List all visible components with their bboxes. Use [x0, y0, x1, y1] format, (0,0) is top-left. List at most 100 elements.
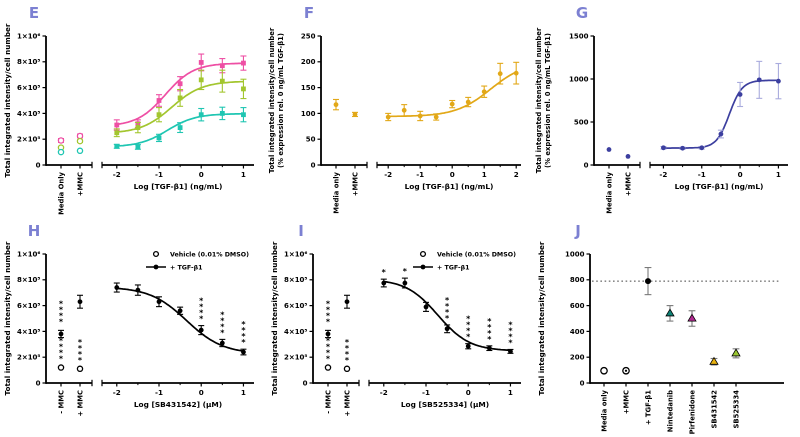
significance-star: *	[345, 344, 350, 353]
category-points: ************	[324, 294, 351, 373]
triangle-marker	[665, 308, 675, 317]
panel-E: E Total integrated intensity/cell number 0…	[0, 0, 267, 218]
square-marker	[241, 86, 246, 92]
y-axis: 0 2×10⁵ 4×10⁵ 6×10⁵ 8×10⁵ 1×10⁶	[17, 250, 47, 387]
filled-circle-marker	[465, 99, 471, 105]
y-tick-label: 200	[301, 58, 316, 66]
filled-circle-marker	[417, 113, 423, 119]
y-tick-label: 0	[580, 379, 585, 387]
data-points	[600, 266, 741, 375]
category-points	[57, 132, 84, 156]
filled-circle-marker	[737, 92, 743, 97]
x-axis-label: Log [TGF-β1] (ng/mL)	[675, 182, 764, 191]
significance-star: *	[487, 335, 492, 344]
filled-circle-marker	[241, 349, 246, 355]
x-tick-label: 1	[241, 388, 246, 397]
significance-star: *	[508, 332, 513, 341]
significance-star: *	[241, 320, 246, 329]
category-label: Media Only	[58, 171, 66, 214]
svg-text:(% expression rel. 0 ng/mL TGF: (% expression rel. 0 ng/mL TGF-β1)	[544, 33, 552, 168]
category-label: +MMC	[623, 390, 631, 414]
significance-star: *	[326, 337, 331, 346]
significance-star: *	[326, 343, 331, 352]
y-tick-label: 6×10⁵	[284, 302, 308, 310]
x-axis-label: Log [TGF-β1] (ng/mL)	[405, 182, 494, 191]
significance-star: *	[508, 326, 513, 335]
filled-circle-marker	[381, 280, 387, 286]
significance-star: *	[466, 327, 471, 336]
square-marker	[198, 77, 204, 83]
category-label: + MMC	[344, 390, 352, 417]
filled-circle-marker	[219, 340, 225, 346]
significance-star: *	[59, 337, 64, 346]
svg-text:Total integrated intensity/cel: Total integrated intensity/cell number	[270, 241, 279, 395]
filled-circle-marker	[444, 326, 450, 332]
open-circle-marker	[57, 148, 65, 156]
triangle-marker	[709, 356, 719, 365]
open-circle-marker	[343, 365, 351, 373]
y-tick-label: 500	[574, 118, 589, 126]
y-tick-label: 4×10⁵	[17, 328, 41, 336]
y-tick-label: 0	[36, 379, 41, 387]
filled-circle-marker	[58, 331, 64, 337]
filled-circle-marker	[465, 343, 471, 349]
panel-J: J Total integrated intensity/cell number 0…	[534, 218, 800, 437]
category-label: +MMC	[352, 172, 360, 196]
category-points	[333, 98, 358, 118]
svg-text:Total integrated intensity/cel: Total integrated intensity/cell number	[535, 27, 543, 173]
significance-star: *	[508, 320, 513, 329]
open-circle-marker	[57, 137, 65, 144]
y-tick-label: 1×10⁶	[17, 250, 41, 258]
square-marker	[177, 81, 183, 87]
filled-circle-marker	[497, 71, 503, 77]
panel-I: I Total integrated intensity/cell number 0…	[267, 218, 534, 437]
significance-star: *	[445, 308, 450, 317]
category-label: + MMC	[77, 390, 85, 417]
svg-text:Total integrated intensity/cel: Total integrated intensity/cell number	[268, 27, 276, 173]
x-tick-label: 0	[450, 170, 455, 179]
x-tick-label: -2	[113, 388, 121, 397]
square-marker	[241, 112, 246, 118]
significance-star: *	[326, 311, 331, 320]
y-tick-label: 800	[570, 276, 585, 284]
filled-circle-marker	[325, 331, 331, 337]
square-marker	[114, 122, 120, 128]
triangle-marker	[731, 348, 741, 357]
y-tick-label: 2×10⁵	[17, 136, 41, 144]
significance-star: *	[382, 268, 387, 277]
legend-label: Vehicle (0.01% DMSO)	[170, 251, 249, 258]
series-tgfb1-series: ************	[113, 282, 247, 356]
significance-star: *	[326, 305, 331, 314]
filled-circle-marker	[423, 304, 429, 310]
x-axis-label: Log [SB431542] (μM)	[134, 400, 222, 409]
x-tick-label: 1	[776, 170, 781, 179]
x-tick-label: -2	[380, 388, 388, 397]
y-tick-label: 600	[570, 302, 585, 310]
category-label: +MMC	[77, 172, 85, 196]
x-tick-label: -1	[416, 170, 424, 179]
y-tick-label: 250	[301, 32, 316, 40]
filled-circle-marker	[645, 278, 651, 285]
significance-star: *	[199, 303, 204, 312]
square-marker	[135, 144, 141, 150]
panel-J-chart: J Total integrated intensity/cell number 0…	[537, 222, 784, 434]
panel-G-chart: G Total integrated intensity/cell number(…	[535, 4, 788, 214]
significance-star: *	[78, 338, 83, 347]
panel-I-chart: I Total integrated intensity/cell number 0…	[270, 222, 521, 417]
significance-star: *	[78, 350, 83, 359]
y-axis: 0 500 1000 1500	[569, 32, 595, 169]
category-points	[606, 147, 631, 159]
significance-star: *	[241, 338, 246, 347]
filled-circle-marker	[699, 145, 705, 151]
panel-E-chart: E Total integrated intensity/cell number 0…	[3, 4, 254, 215]
significance-star: *	[199, 315, 204, 324]
svg-text:Total integrated intensity/cel: Total integrated intensity/cell number	[537, 241, 546, 395]
svg-text:Total integrated intensity/cel: Total integrated intensity/cell number	[3, 23, 12, 177]
open-circle-marker	[324, 364, 332, 371]
panel-letter: G	[576, 4, 588, 22]
panel-letter: H	[28, 222, 41, 240]
significance-star: *	[59, 355, 64, 364]
y-axis-label: Total integrated intensity/cell number	[3, 241, 12, 395]
filled-circle-marker	[402, 280, 408, 286]
y-tick-label: 0	[584, 161, 589, 169]
